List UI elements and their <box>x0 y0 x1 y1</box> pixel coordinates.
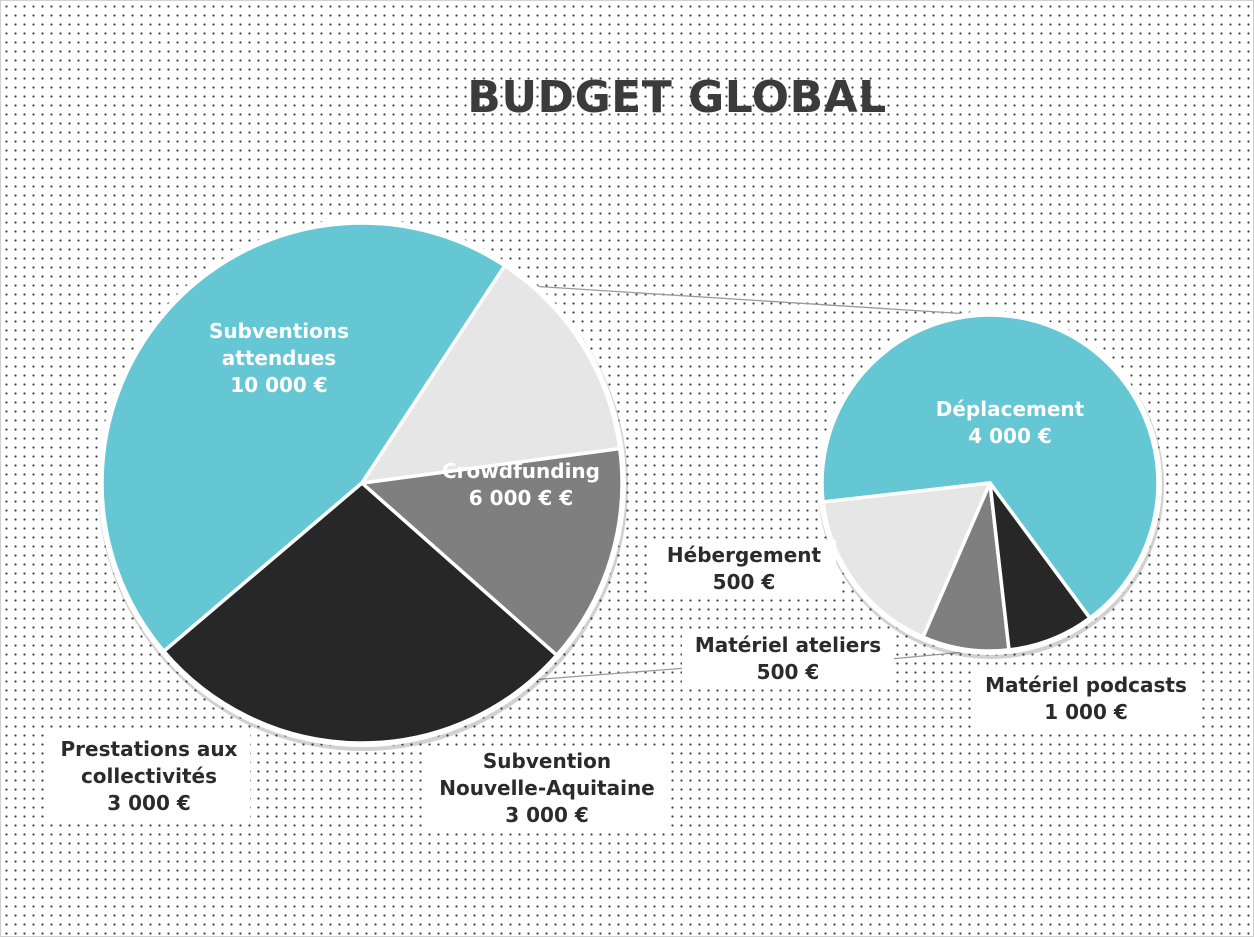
detail-pie-slice-hebergement <box>988 481 1092 652</box>
slice-label-deplacement: Déplacement 4 000 € <box>935 397 1085 448</box>
slice-label-subventions-attendues: Subventions attendues 10 000 € <box>208 319 350 397</box>
main-pie-slice-crowdfunding <box>162 481 559 745</box>
slice-label-hebergement: Hébergement 500 € <box>652 540 836 598</box>
slice-label-prestations-aux-collectivites: Prestations aux collectivités 3 000 € <box>48 734 250 819</box>
main-pie-slice-prestations-aux-collectivites <box>360 263 622 485</box>
connector-line-top <box>529 285 986 316</box>
main-pie-slice-subvention-nouvelle-aquitaine <box>360 446 624 657</box>
slice-label-crowdfunding: Crowdfunding 6 000 € € <box>442 459 600 510</box>
slice-label-materiel-ateliers: Matériel ateliers 500 € <box>682 630 894 688</box>
chart-title: BUDGET GLOBAL <box>467 72 887 123</box>
connector-line-bottom-left <box>529 666 701 681</box>
main-pie-slice-subventions-attendues <box>100 221 507 654</box>
slice-label-materiel-podcasts: Matériel podcasts 1 000 € <box>976 670 1196 728</box>
connector-line-bottom-right <box>879 651 966 661</box>
detail-pie-slice-deplacement <box>820 313 1160 620</box>
detail-pie-slice-materiel-podcasts <box>821 481 992 639</box>
slice-label-subvention-nouvelle-aquitaine: Subvention Nouvelle-Aquitaine 3 000 € <box>428 746 666 831</box>
